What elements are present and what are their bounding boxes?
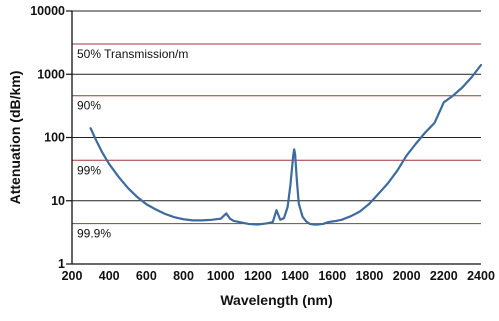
transmission-label: 50% Transmission/m <box>77 47 188 61</box>
transmission-label: 99.9% <box>77 227 111 241</box>
attenuation-curve <box>89 63 483 226</box>
y-tick-labels: 1 10 100 1000 10000 <box>30 4 65 271</box>
x-tick-label: 2000 <box>393 269 421 283</box>
y-tick-label: 1 <box>58 257 65 271</box>
y-tick-label: 10 <box>51 194 65 208</box>
x-tick-label: 400 <box>99 269 120 283</box>
x-tick-label: 1600 <box>318 269 346 283</box>
x-tick-labels: 200 400 600 800 1000 1200 1400 1600 1800 2000 2200… <box>62 269 495 283</box>
x-tick-label: 2400 <box>467 269 495 283</box>
x-tick-label: 1800 <box>356 269 384 283</box>
transmission-label: 99% <box>77 163 101 177</box>
x-tick-label: 800 <box>173 269 194 283</box>
y-tick-label: 1000 <box>37 67 65 81</box>
axes <box>66 10 481 265</box>
x-tick-label: 1200 <box>244 269 272 283</box>
y-tick-label: 100 <box>44 131 65 145</box>
x-tick-label: 1000 <box>207 269 235 283</box>
transmission-label: 90% <box>77 99 101 113</box>
transmission-lines: 50% Transmission/m 90% 99% 99.9% <box>72 43 481 241</box>
x-tick-label: 1400 <box>281 269 309 283</box>
y-axis-title: Attenuation (dB/km) <box>7 71 23 205</box>
x-tick-label: 2200 <box>430 269 458 283</box>
x-axis-title: Wavelength (nm) <box>220 292 332 308</box>
series-layer <box>89 63 483 226</box>
decade-gridlines <box>72 10 481 202</box>
y-tick-label: 10000 <box>30 4 65 18</box>
x-tick-label: 200 <box>62 269 83 283</box>
x-tick-label: 600 <box>136 269 157 283</box>
